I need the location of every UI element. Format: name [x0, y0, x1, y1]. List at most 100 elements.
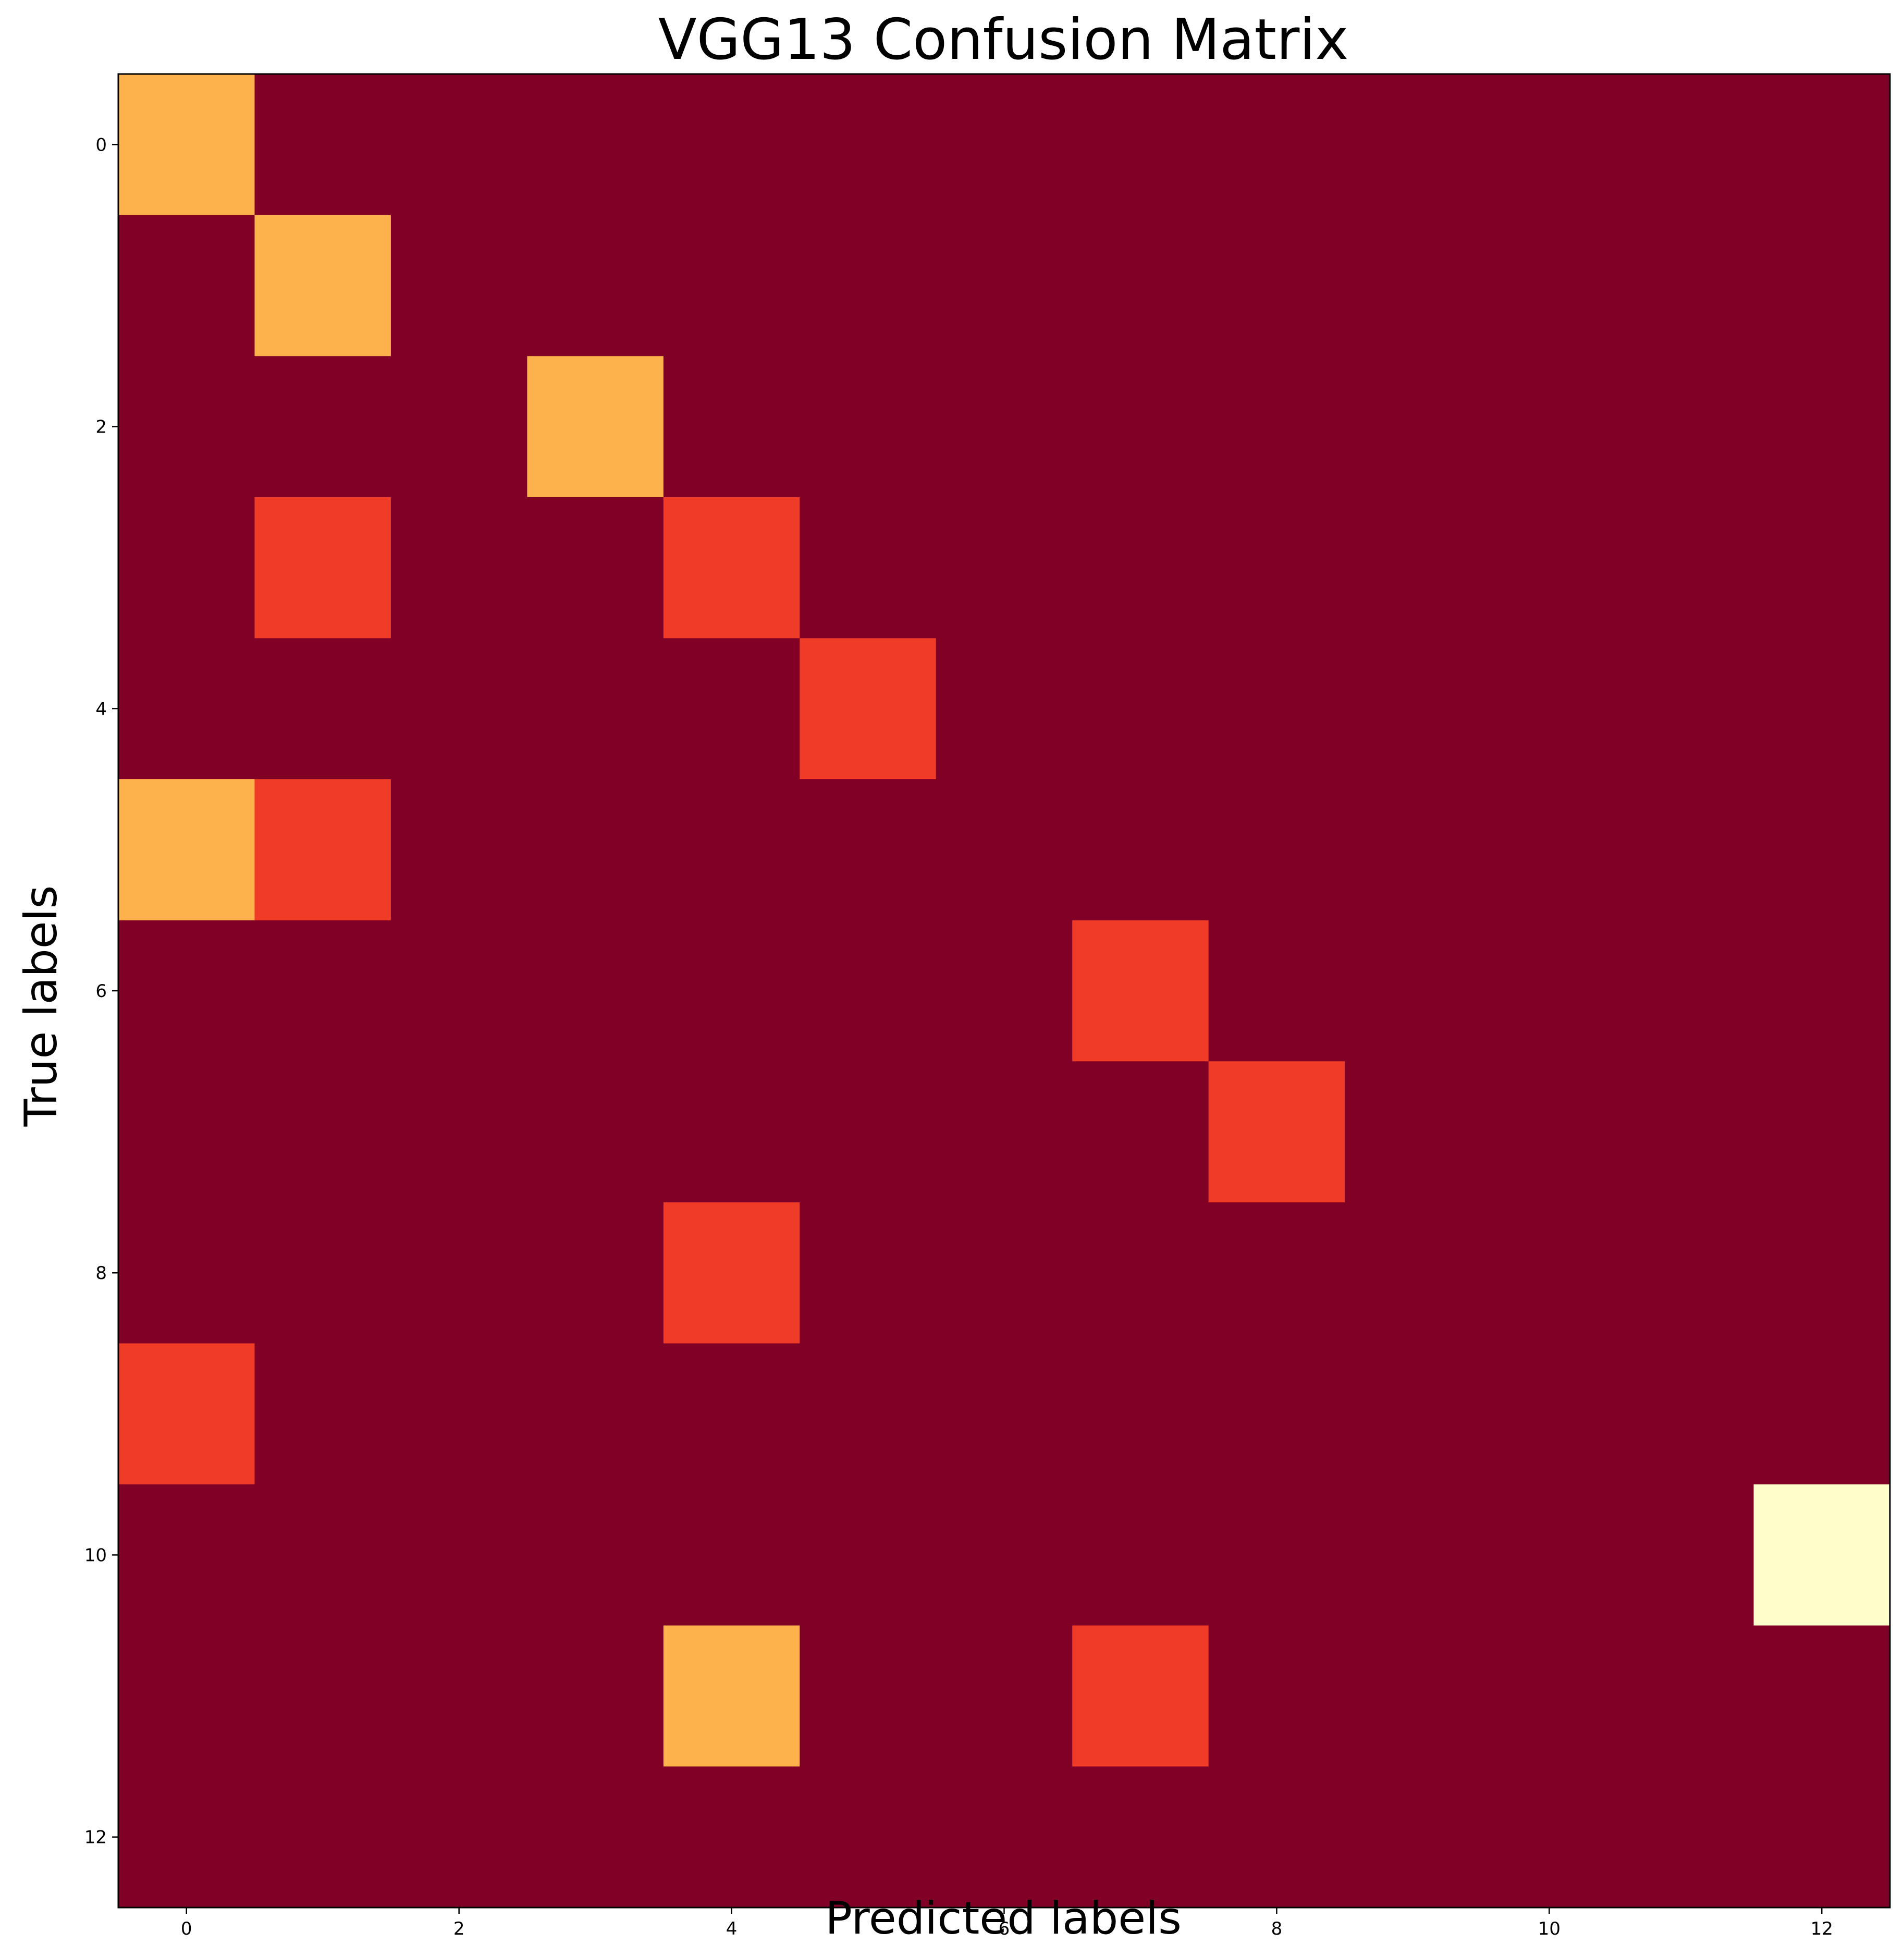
heatmap-cell-r6-c4	[663, 920, 800, 1062]
heatmap-cell-r9-c12	[1753, 1343, 1890, 1485]
heatmap-cell-r10-c5	[800, 1484, 937, 1626]
heatmap-cell-r4-c8	[1208, 638, 1345, 780]
heatmap-cell-r11-c12	[1753, 1625, 1890, 1767]
heatmap-cell-r6-c8	[1208, 920, 1345, 1062]
heatmap-cell-r3-c1	[254, 497, 391, 639]
heatmap-cell-r4-c11	[1617, 638, 1754, 780]
heatmap-cell-r12-c6	[936, 1766, 1073, 1908]
x-tick-label: 8	[1271, 1918, 1283, 1939]
heatmap-cell-r1-c8	[1208, 215, 1345, 356]
heatmap-cell-r0-c4	[663, 74, 800, 216]
heatmap-cell-r8-c10	[1481, 1202, 1618, 1344]
heatmap-cell-r9-c7	[1072, 1343, 1209, 1485]
heatmap-cell-r12-c2	[390, 1766, 527, 1908]
heatmap-cell-r6-c7	[1072, 920, 1209, 1062]
heatmap-cell-r0-c2	[390, 74, 527, 216]
x-axis-ticks: 0 2 4 6 8 10 12	[181, 1908, 1833, 1939]
heatmap-cell-r10-c10	[1481, 1484, 1618, 1626]
heatmap-cell-r0-c12	[1753, 74, 1890, 216]
heatmap-cell-r2-c10	[1481, 356, 1618, 498]
heatmap-cell-r12-c1	[254, 1766, 391, 1908]
heatmap-cell-r10-c12	[1753, 1484, 1890, 1626]
heatmap-cell-r8-c12	[1753, 1202, 1890, 1344]
heatmap-cell-r6-c6	[936, 920, 1073, 1062]
heatmap-cell-r5-c12	[1753, 779, 1890, 921]
heatmap-cell-r7-c2	[390, 1061, 527, 1203]
heatmap-cell-r4-c7	[1072, 638, 1209, 780]
heatmap-cell-r5-c11	[1617, 779, 1754, 921]
heatmap-cell-r1-c7	[1072, 215, 1209, 356]
heatmap-cell-r10-c11	[1617, 1484, 1754, 1626]
heatmap-cell-r0-c11	[1617, 74, 1754, 216]
heatmap-cell-r12-c0	[118, 1766, 255, 1908]
y-tick-label: 12	[84, 1827, 107, 1848]
heatmap-cell-r11-c3	[527, 1625, 664, 1767]
plot-frame	[117, 73, 1891, 1909]
heatmap-cell-r0-c3	[527, 74, 664, 216]
heatmap-cell-r11-c8	[1208, 1625, 1345, 1767]
heatmap-cell-r3-c2	[390, 497, 527, 639]
y-tick-label: 4	[95, 699, 107, 720]
heatmap-cell-r11-c5	[800, 1625, 937, 1767]
heatmap-cell-r9-c2	[390, 1343, 527, 1485]
heatmap-cell-r3-c12	[1753, 497, 1890, 639]
heatmap-cell-r6-c2	[390, 920, 527, 1062]
heatmap-cell-r7-c6	[936, 1061, 1073, 1203]
heatmap-cell-r7-c1	[254, 1061, 391, 1203]
heatmap-cell-r0-c5	[800, 74, 937, 216]
x-axis-label: Predicted labels	[825, 1892, 1182, 1945]
heatmap-cell-r1-c0	[118, 215, 255, 356]
heatmap-cell-r12-c12	[1753, 1766, 1890, 1908]
heatmap-cell-r2-c11	[1617, 356, 1754, 498]
heatmap-cell-r1-c6	[936, 215, 1073, 356]
heatmap-cell-r7-c5	[800, 1061, 937, 1203]
heatmap-cell-r6-c12	[1753, 920, 1890, 1062]
heatmap-cell-r9-c8	[1208, 1343, 1345, 1485]
heatmap-cell-r10-c3	[527, 1484, 664, 1626]
heatmap-cell-r6-c0	[118, 920, 255, 1062]
heatmap-cell-r2-c12	[1753, 356, 1890, 498]
heatmap-cell-r10-c9	[1345, 1484, 1482, 1626]
heatmap-cell-r2-c6	[936, 356, 1073, 498]
heatmap-cell-r10-c4	[663, 1484, 800, 1626]
heatmap-cell-r2-c0	[118, 356, 255, 498]
heatmap-cell-r1-c9	[1345, 215, 1482, 356]
heatmap-cell-r3-c3	[527, 497, 664, 639]
heatmap-cell-r4-c9	[1345, 638, 1482, 780]
heatmap-cell-r0-c0	[118, 74, 255, 216]
heatmap-cell-r7-c0	[118, 1061, 255, 1203]
heatmap-cell-r8-c6	[936, 1202, 1073, 1344]
heatmap-cell-r8-c3	[527, 1202, 664, 1344]
heatmap-cell-r11-c2	[390, 1625, 527, 1767]
heatmap-cell-r7-c7	[1072, 1061, 1209, 1203]
heatmap-cell-r9-c9	[1345, 1343, 1482, 1485]
heatmap-cell-r10-c7	[1072, 1484, 1209, 1626]
heatmap-cell-r12-c7	[1072, 1766, 1209, 1908]
heatmap-cell-r3-c10	[1481, 497, 1618, 639]
heatmap-cell-r7-c8	[1208, 1061, 1345, 1203]
heatmap-cell-r1-c2	[390, 215, 527, 356]
heatmap-cell-r3-c9	[1345, 497, 1482, 639]
heatmap-cell-r5-c2	[390, 779, 527, 921]
heatmap-cell-r12-c3	[527, 1766, 664, 1908]
heatmap-cell-r5-c0	[118, 779, 255, 921]
heatmap-cell-r2-c4	[663, 356, 800, 498]
heatmap-cell-r0-c9	[1345, 74, 1482, 216]
heatmap-cell-r3-c6	[936, 497, 1073, 639]
heatmap-cell-r10-c2	[390, 1484, 527, 1626]
heatmap-cell-r3-c7	[1072, 497, 1209, 639]
heatmap-cell-r4-c10	[1481, 638, 1618, 780]
y-tick-label: 6	[95, 981, 107, 1002]
heatmap-cell-r3-c8	[1208, 497, 1345, 639]
heatmap-cell-r0-c10	[1481, 74, 1618, 216]
heatmap-cell-r4-c6	[936, 638, 1073, 780]
chart-title: VGG13 Confusion Matrix	[658, 7, 1349, 72]
heatmap-cell-r12-c4	[663, 1766, 800, 1908]
heatmap-cell-r7-c10	[1481, 1061, 1618, 1203]
heatmap-cell-r0-c6	[936, 74, 1073, 216]
heatmap-cell-r8-c8	[1208, 1202, 1345, 1344]
heatmap-cell-r1-c11	[1617, 215, 1754, 356]
heatmap-cell-r11-c10	[1481, 1625, 1618, 1767]
heatmap-cell-r12-c8	[1208, 1766, 1345, 1908]
